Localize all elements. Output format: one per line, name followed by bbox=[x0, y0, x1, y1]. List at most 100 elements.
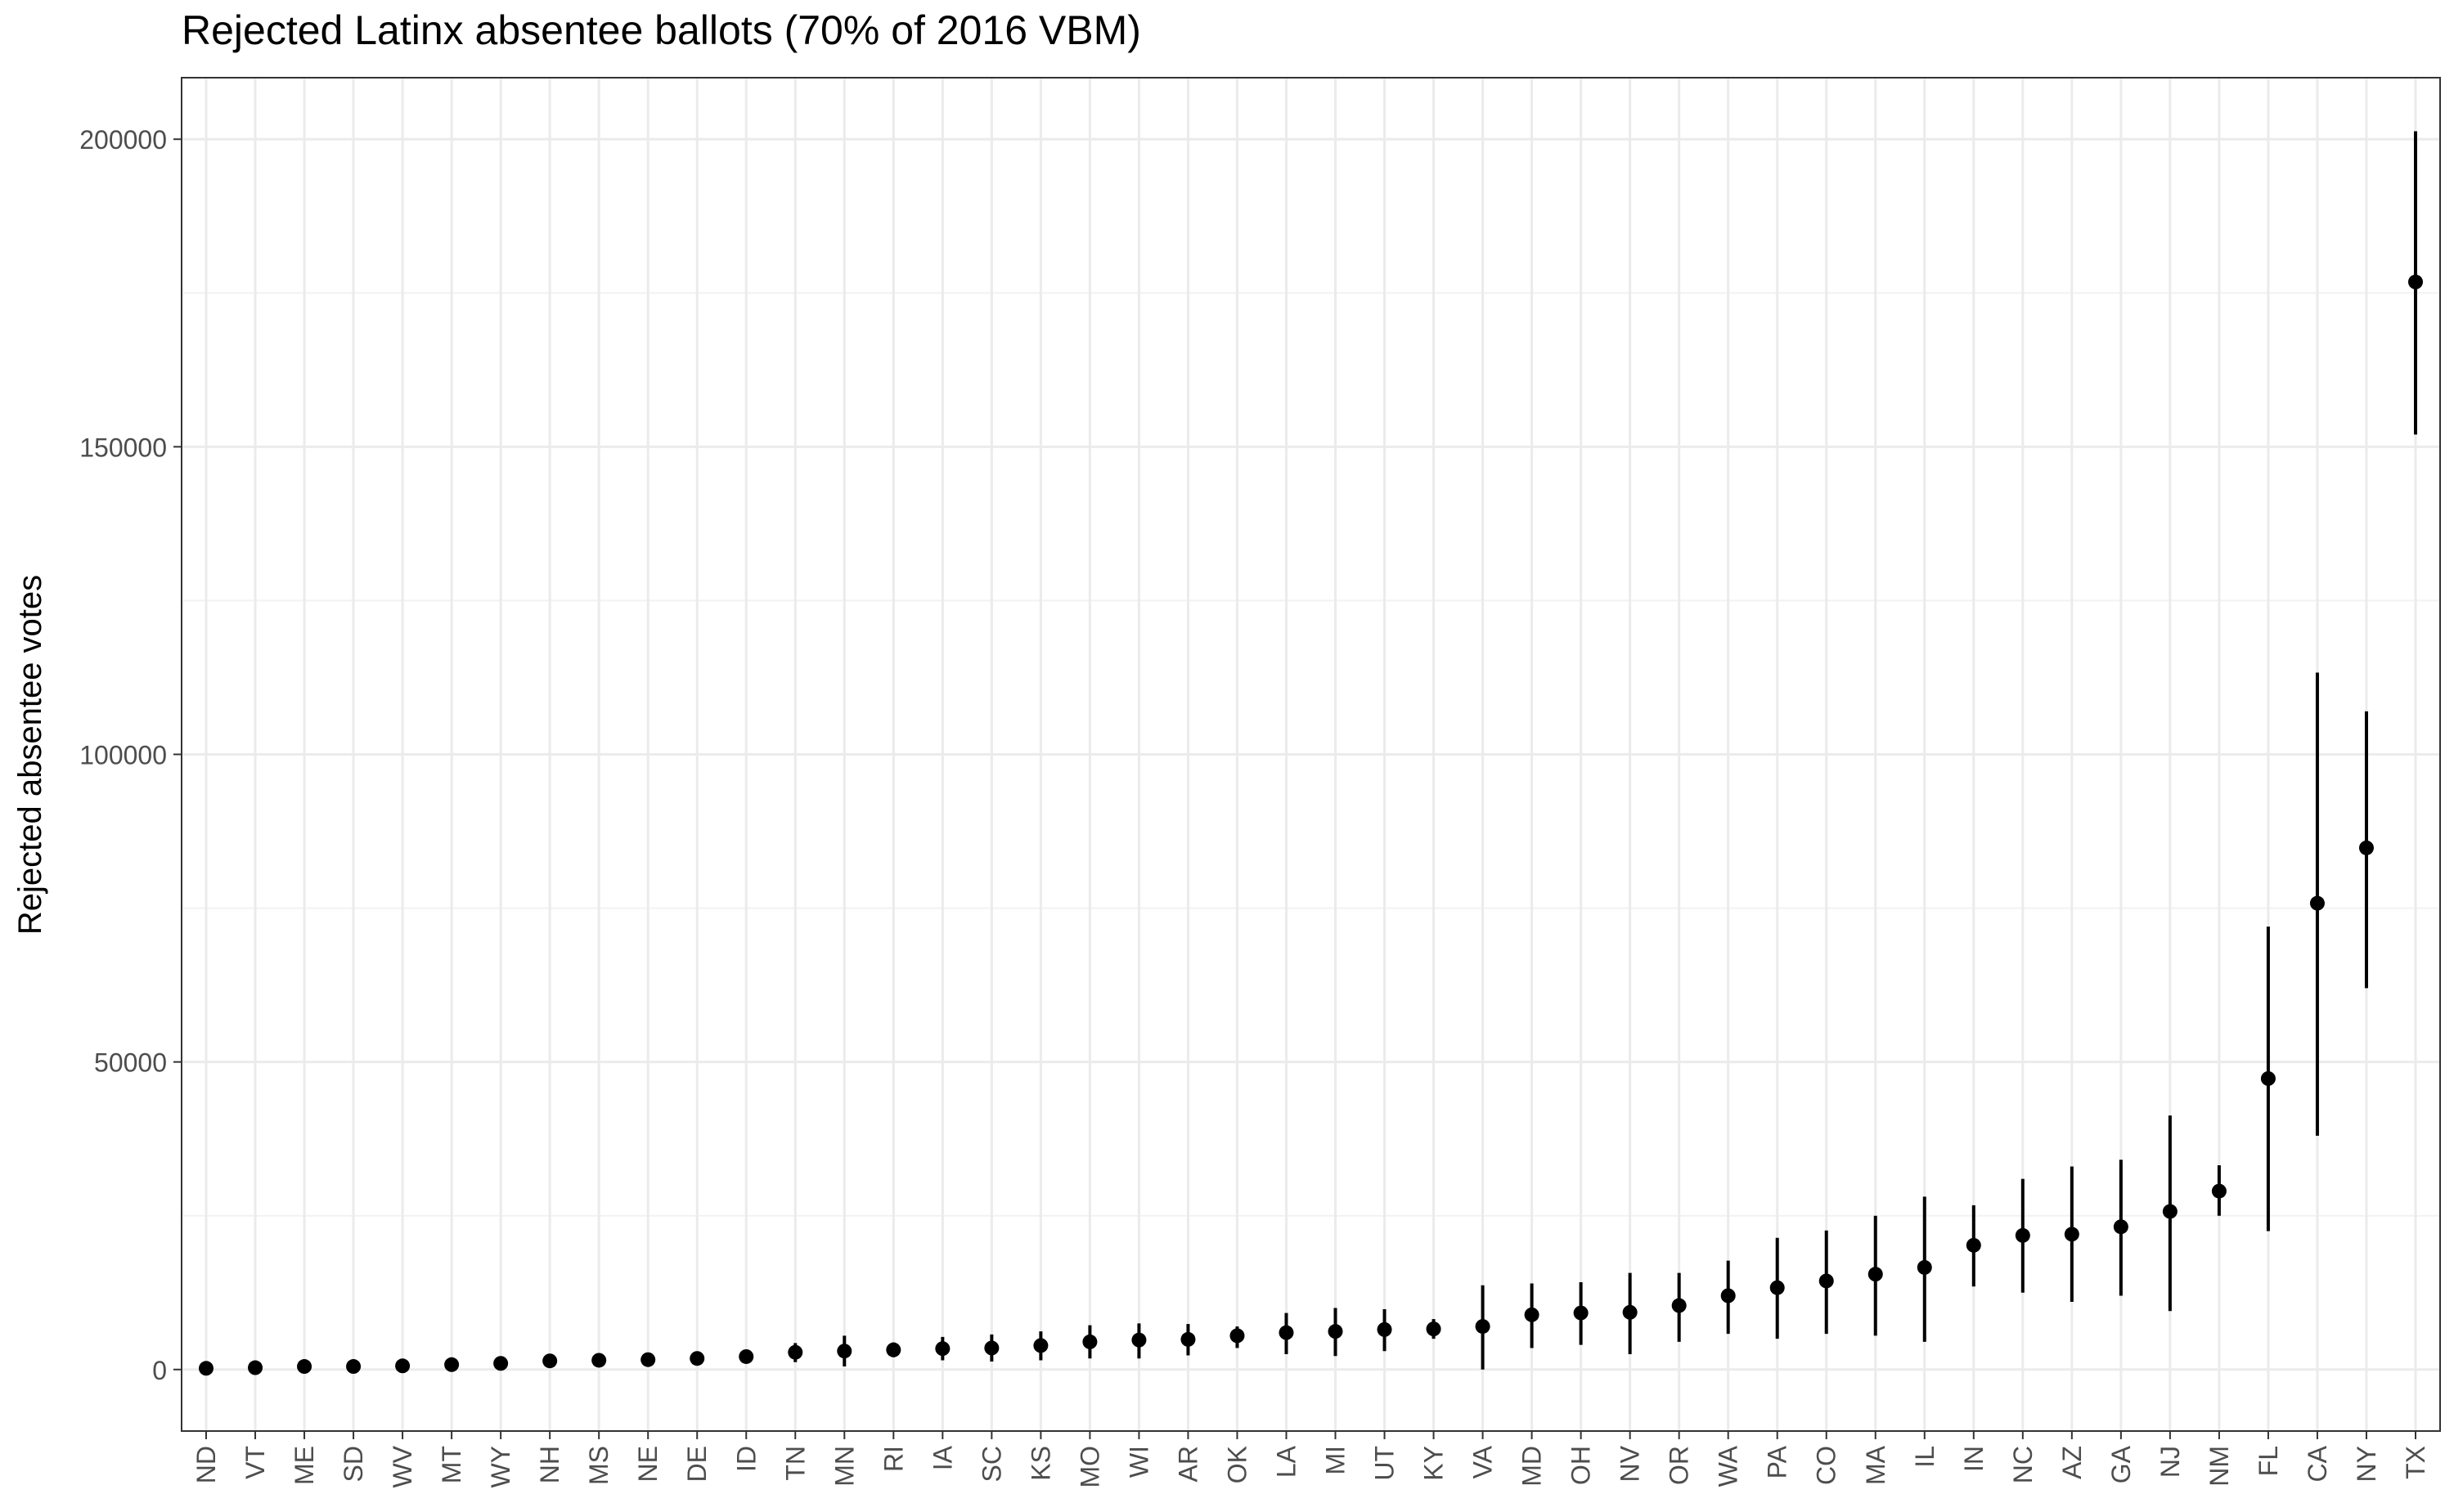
x-tick-label: IL bbox=[1910, 1446, 1939, 1468]
major-gridlines bbox=[182, 78, 2440, 1431]
data-point bbox=[1917, 1259, 1932, 1275]
x-tick-label: MT bbox=[437, 1446, 466, 1483]
x-tick-label: LA bbox=[1271, 1445, 1301, 1478]
data-point bbox=[935, 1341, 951, 1357]
data-point bbox=[297, 1359, 312, 1375]
y-tick-label: 50000 bbox=[94, 1048, 167, 1078]
x-tick-label: MA bbox=[1861, 1445, 1890, 1485]
data-point bbox=[2211, 1183, 2227, 1199]
data-point bbox=[395, 1358, 411, 1374]
x-tick-label: SD bbox=[339, 1446, 368, 1482]
data-point bbox=[1229, 1328, 1245, 1344]
x-tick-label: OH bbox=[1566, 1446, 1596, 1485]
y-tick-label: 200000 bbox=[79, 125, 167, 155]
data-point bbox=[1524, 1307, 1539, 1322]
x-tick-label: MO bbox=[1075, 1446, 1104, 1488]
x-tick-label: TN bbox=[780, 1446, 810, 1481]
data-point bbox=[1033, 1338, 1049, 1353]
data-point bbox=[1622, 1304, 1638, 1320]
x-tick-label: CO bbox=[1812, 1446, 1841, 1485]
data-point bbox=[1720, 1288, 1736, 1303]
x-tick-label: ID bbox=[731, 1446, 761, 1472]
data-point bbox=[493, 1356, 509, 1371]
data-point bbox=[886, 1342, 901, 1357]
data-point bbox=[1328, 1324, 1343, 1339]
data-point bbox=[2015, 1227, 2030, 1243]
x-tick-label: NC bbox=[2008, 1446, 2038, 1483]
data-point bbox=[1671, 1298, 1687, 1313]
data-points bbox=[199, 274, 2423, 1376]
data-point bbox=[1279, 1325, 1294, 1340]
data-point bbox=[984, 1340, 1000, 1356]
data-point bbox=[1426, 1321, 1441, 1337]
x-tick-label: OR bbox=[1665, 1446, 1694, 1485]
data-point bbox=[1180, 1331, 1196, 1347]
data-point bbox=[1769, 1280, 1785, 1295]
data-point bbox=[837, 1344, 852, 1359]
x-tick-label: SC bbox=[977, 1446, 1006, 1482]
data-point bbox=[591, 1353, 607, 1368]
y-axis-ticks: 0 50000 100000 150000 200000 bbox=[79, 125, 182, 1385]
data-point bbox=[2358, 840, 2374, 855]
data-point bbox=[1818, 1273, 1834, 1289]
x-tick-label: WV bbox=[388, 1445, 417, 1487]
x-axis-ticks: ND VT ME SD WV MT WY NH MS NE DE ID TN MN RI IA SC KS MO WI… bbox=[191, 1431, 2430, 1488]
data-point bbox=[1377, 1321, 1392, 1337]
x-tick-label: ME bbox=[290, 1446, 319, 1485]
x-tick-label: VT bbox=[240, 1446, 270, 1479]
x-tick-label: NV bbox=[1616, 1445, 1645, 1482]
x-tick-label: WY bbox=[486, 1446, 515, 1488]
y-axis-title: Rejected absentee votes bbox=[12, 575, 48, 935]
x-tick-label: NY bbox=[2352, 1446, 2381, 1482]
x-tick-label: IN bbox=[1959, 1446, 1989, 1472]
x-tick-label: NH bbox=[535, 1446, 564, 1483]
chart-title: Rejected Latinx absentee ballots (70% of… bbox=[182, 7, 1141, 53]
x-tick-label: WI bbox=[1124, 1446, 1153, 1478]
data-point bbox=[640, 1352, 656, 1367]
data-point bbox=[2113, 1219, 2128, 1235]
data-point bbox=[1867, 1267, 1883, 1282]
x-tick-label: KY bbox=[1419, 1446, 1449, 1481]
x-tick-label: NE bbox=[633, 1446, 663, 1482]
data-point bbox=[1131, 1332, 1147, 1348]
data-point bbox=[444, 1357, 460, 1372]
minor-gridlines bbox=[182, 292, 2440, 1217]
x-tick-label: NJ bbox=[2155, 1446, 2185, 1478]
data-point bbox=[2407, 274, 2423, 289]
error-bars bbox=[204, 131, 2417, 1370]
data-point bbox=[542, 1353, 558, 1369]
data-point bbox=[788, 1344, 803, 1360]
x-tick-label: VA bbox=[1468, 1445, 1498, 1478]
x-tick-label: DE bbox=[682, 1446, 712, 1482]
data-point bbox=[2162, 1204, 2178, 1219]
data-point bbox=[739, 1348, 754, 1364]
x-tick-label: IA bbox=[928, 1445, 957, 1470]
data-point bbox=[690, 1351, 705, 1366]
data-point bbox=[346, 1359, 362, 1375]
x-tick-label: PA bbox=[1763, 1445, 1792, 1478]
x-tick-label: MS bbox=[584, 1446, 614, 1485]
x-tick-label: OK bbox=[1222, 1446, 1252, 1483]
x-tick-label: MI bbox=[1321, 1446, 1351, 1475]
x-tick-label: KS bbox=[1026, 1446, 1055, 1481]
data-point bbox=[2064, 1227, 2079, 1242]
x-tick-label: ND bbox=[191, 1446, 221, 1483]
x-tick-label: MD bbox=[1517, 1446, 1547, 1487]
data-point bbox=[248, 1360, 263, 1375]
x-tick-label: MN bbox=[829, 1446, 859, 1487]
x-tick-label: UT bbox=[1370, 1446, 1400, 1481]
data-point bbox=[199, 1361, 214, 1376]
x-tick-label: CA bbox=[2303, 1445, 2332, 1482]
x-tick-label: RI bbox=[879, 1446, 908, 1472]
x-tick-label: NM bbox=[2205, 1446, 2234, 1487]
x-tick-label: FL bbox=[2254, 1446, 2283, 1476]
data-point bbox=[2309, 895, 2325, 911]
x-tick-label: AR bbox=[1173, 1446, 1202, 1482]
data-point bbox=[1966, 1237, 1981, 1253]
y-tick-label: 0 bbox=[152, 1356, 167, 1385]
x-tick-label: TX bbox=[2401, 1446, 2430, 1479]
x-tick-label: AZ bbox=[2057, 1446, 2087, 1479]
y-tick-label: 150000 bbox=[79, 433, 167, 462]
data-point bbox=[1475, 1319, 1490, 1335]
